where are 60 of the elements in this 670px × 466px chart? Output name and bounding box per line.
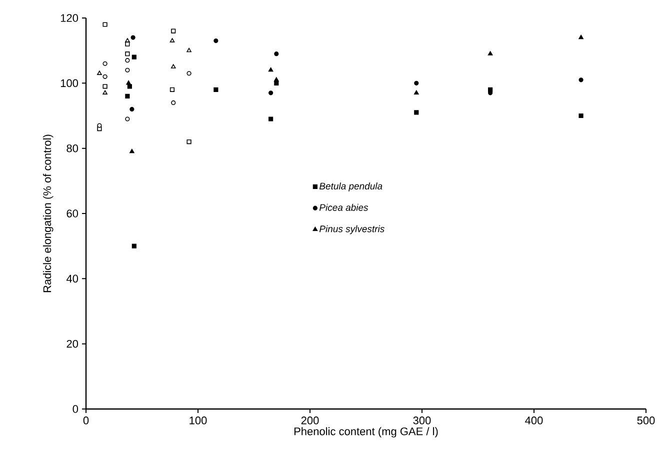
point xyxy=(274,77,279,82)
point xyxy=(127,84,132,89)
x-tick-label: 500 xyxy=(637,416,655,424)
point xyxy=(171,28,176,34)
point xyxy=(414,90,419,94)
point xyxy=(132,244,136,248)
point xyxy=(578,78,584,82)
point xyxy=(171,100,176,106)
point xyxy=(97,70,102,75)
point xyxy=(132,54,136,60)
point xyxy=(268,67,274,72)
point xyxy=(102,90,108,94)
point xyxy=(186,71,192,76)
y-tick-label: 80 xyxy=(66,144,78,152)
point xyxy=(125,116,130,122)
x-tick-label: 200 xyxy=(301,416,319,424)
y-tick-label: 40 xyxy=(66,274,78,283)
point xyxy=(97,123,102,128)
point xyxy=(125,58,130,63)
point xyxy=(130,148,134,154)
point xyxy=(170,87,175,92)
point xyxy=(186,140,192,144)
y-tick-label: 100 xyxy=(60,79,78,88)
x-tick-label: 0 xyxy=(83,416,89,424)
y-tick-label: 120 xyxy=(60,14,78,22)
x-axis-title: Phenolic content (mg GAE / l) xyxy=(294,427,438,438)
point xyxy=(102,22,108,27)
y-tick-label: 0 xyxy=(72,405,78,413)
point xyxy=(125,94,130,98)
point xyxy=(102,61,108,66)
legend-label: Betula pendula xyxy=(319,182,382,192)
point xyxy=(102,84,108,89)
y-axis-title: Radicle elongation (% of control) xyxy=(43,134,54,292)
point xyxy=(214,87,218,92)
point xyxy=(186,48,192,52)
point xyxy=(125,38,130,42)
point xyxy=(578,34,584,40)
point xyxy=(125,52,130,56)
point xyxy=(268,116,274,122)
legend-label: Picea abies xyxy=(319,204,368,211)
point xyxy=(414,110,419,115)
point xyxy=(170,64,176,68)
y-tick-label: 60 xyxy=(66,210,78,218)
point xyxy=(130,35,136,40)
point xyxy=(414,80,419,86)
legend-label: Pinus sylvestris xyxy=(319,225,384,234)
point xyxy=(102,74,108,79)
point xyxy=(130,106,134,112)
point xyxy=(488,51,493,56)
x-tick-label: 300 xyxy=(413,416,431,424)
y-tick-label: 20 xyxy=(66,340,78,348)
point xyxy=(268,90,274,96)
x-tick-label: 400 xyxy=(525,416,543,424)
point xyxy=(214,38,218,44)
point xyxy=(126,80,131,85)
point xyxy=(578,113,584,118)
point xyxy=(125,68,130,72)
point xyxy=(274,52,279,56)
point xyxy=(170,38,175,42)
x-tick-label: 100 xyxy=(190,416,207,424)
